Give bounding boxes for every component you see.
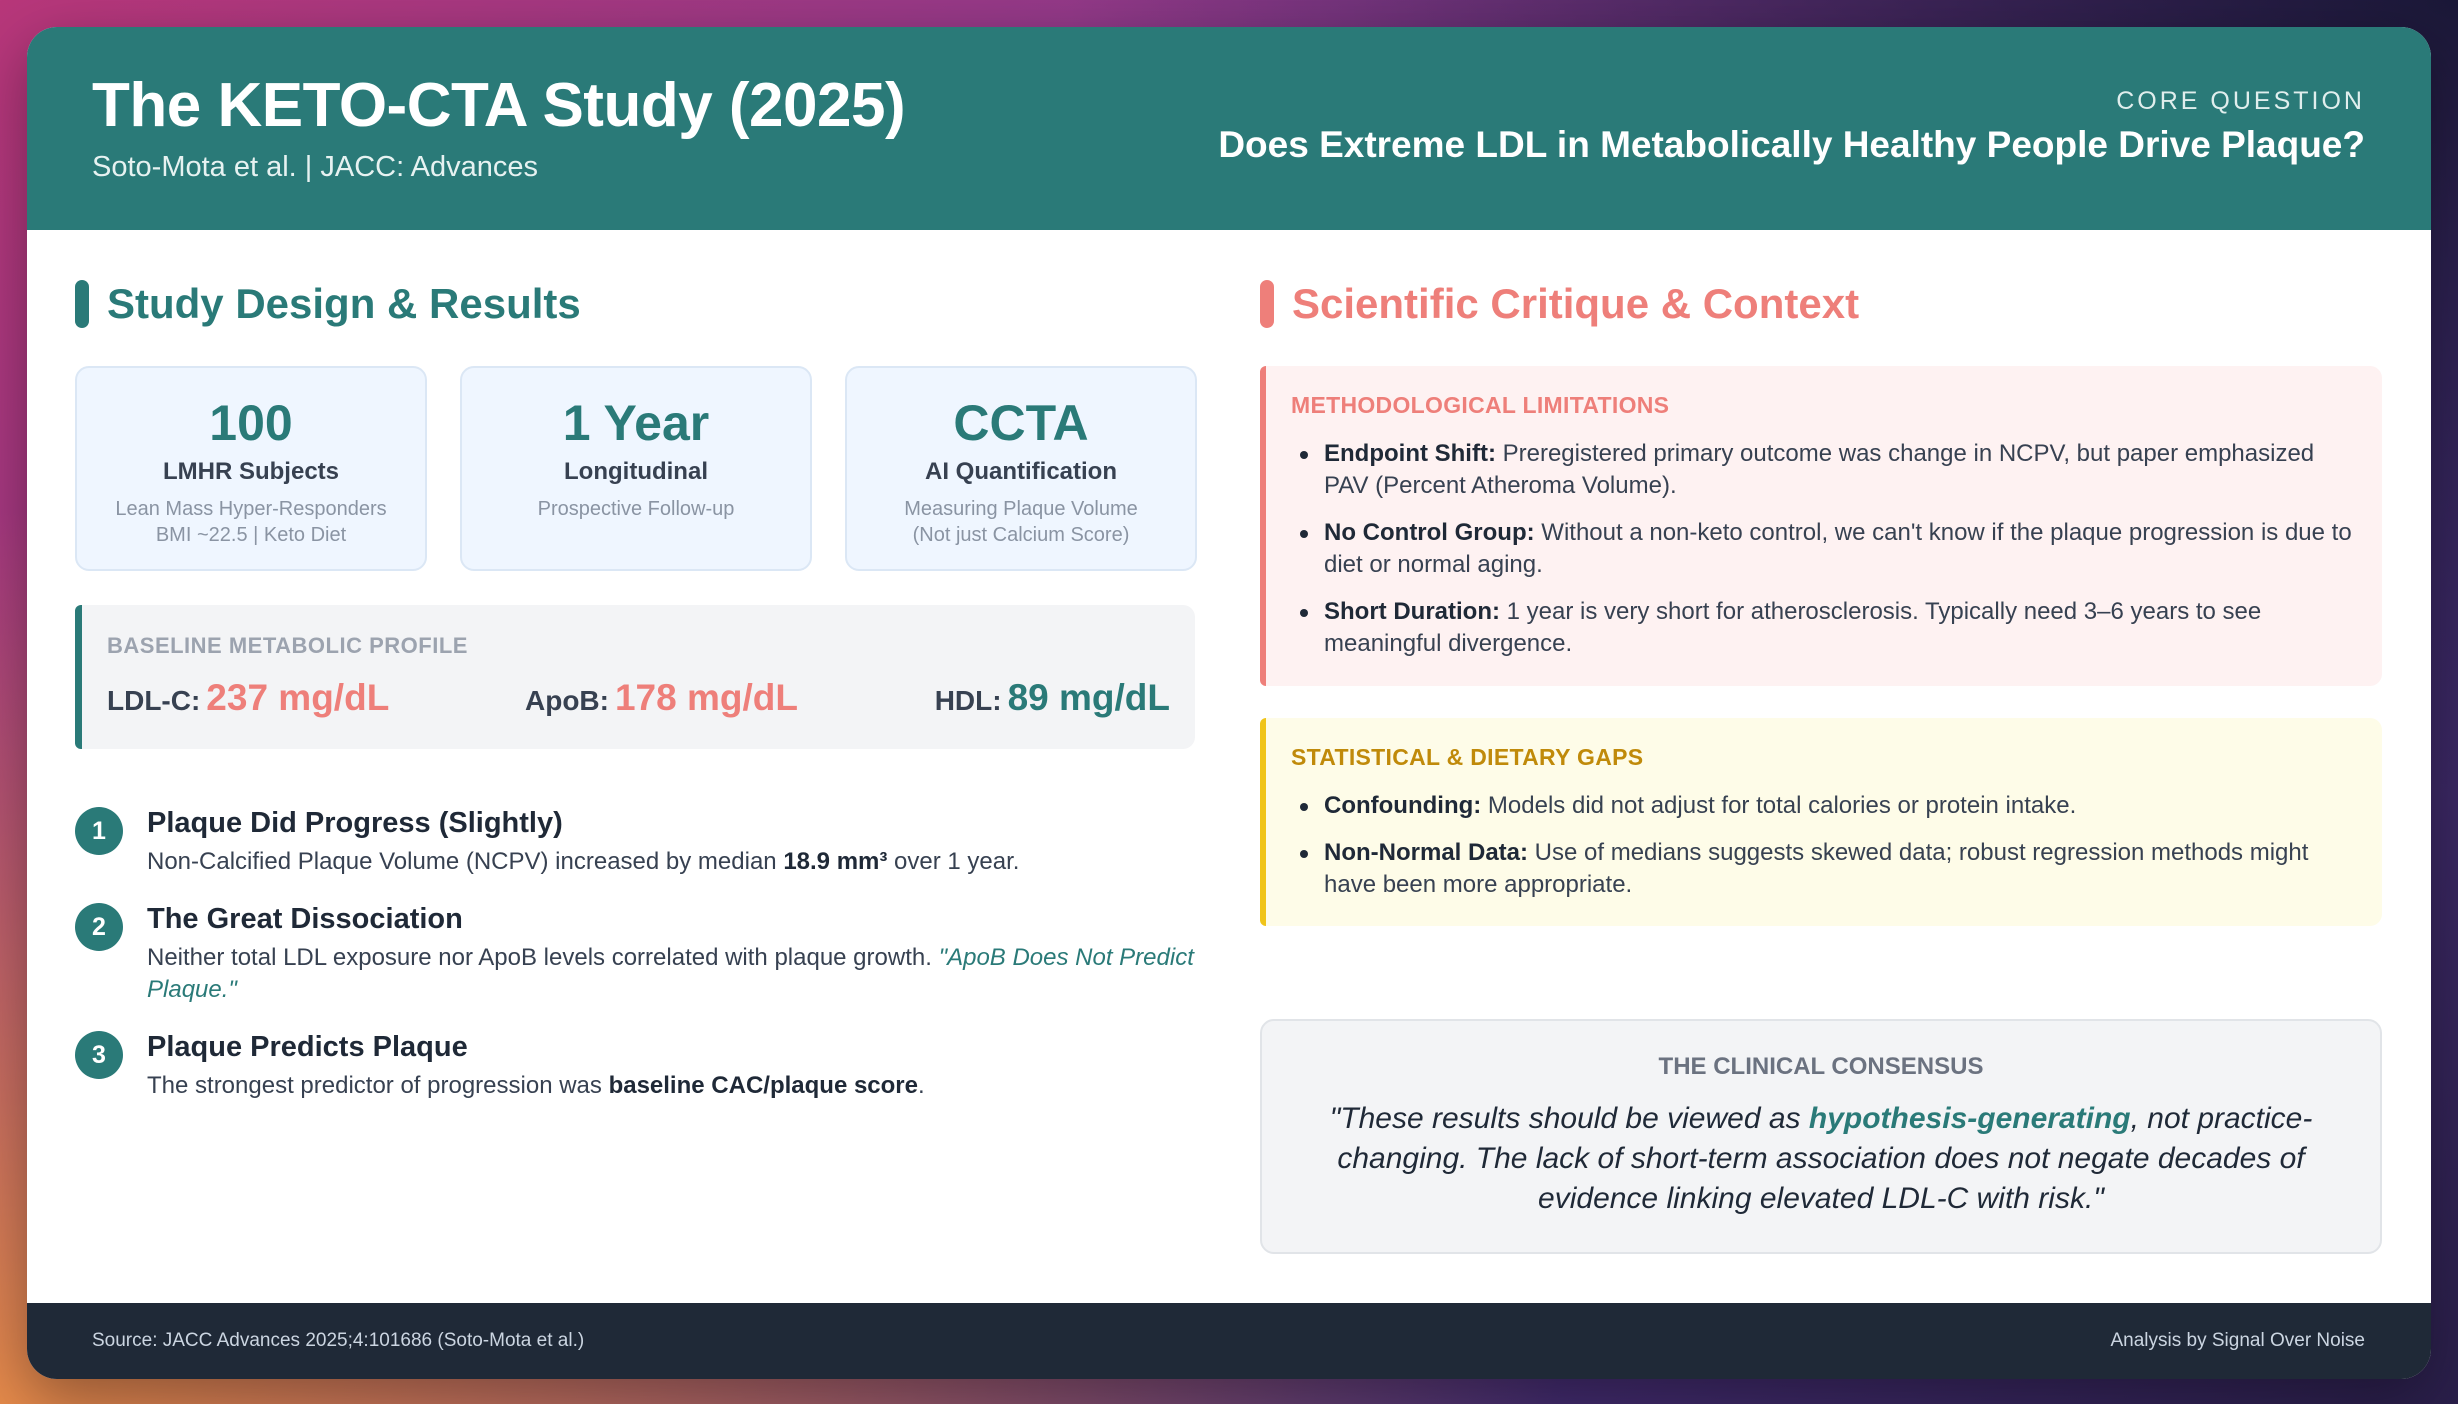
stat-description-line: (Not just Calcium Score) (912, 524, 1130, 546)
list-item: Confounding: Models did not adjust for t… (1300, 790, 2352, 822)
list-item: Non-Normal Data: Use of medians suggests… (1300, 837, 2352, 901)
stat-label: AI Quantification (925, 458, 1117, 485)
core-question-label: CORE QUESTION (2116, 87, 2365, 115)
metric-label: HDL: (934, 685, 1002, 716)
page-subtitle: Soto-Mota et al. | JACC: Advances (92, 151, 538, 183)
consensus-label: THE CLINICAL CONSENSUS (1658, 1053, 1984, 1080)
heading-accent-bar (75, 280, 89, 328)
page-title: The KETO-CTA Study (2025) (92, 71, 906, 140)
metric-value: 178 mg/dL (614, 677, 798, 718)
methodological-limitations-box: METHODOLOGICAL LIMITATIONS Endpoint Shif… (1260, 366, 2382, 686)
stat-value: 1 Year (562, 395, 710, 451)
statistical-list: Confounding: Models did not adjust for t… (1300, 790, 2352, 916)
finding-item: 3 Plaque Predicts Plaque The strongest p… (75, 1031, 1195, 1102)
footer-credit: Analysis by Signal Over Noise (2110, 1330, 2366, 1351)
statistical-label: STATISTICAL & DIETARY GAPS (1291, 744, 1644, 770)
list-item: Endpoint Shift: Preregistered primary ou… (1300, 438, 2352, 502)
finding-number-badge: 3 (75, 1031, 123, 1079)
finding-number-badge: 1 (75, 807, 123, 855)
finding-title: The Great Dissociation (147, 903, 463, 935)
heading-accent-bar (1260, 280, 1274, 328)
clinical-consensus-box: THE CLINICAL CONSENSUS "These results sh… (1260, 1019, 2382, 1254)
statistical-gaps-box: STATISTICAL & DIETARY GAPS Confounding: … (1260, 718, 2382, 926)
stat-description: Measuring Plaque Volume (Not just Calciu… (847, 496, 1195, 548)
stat-description-line: Measuring Plaque Volume (904, 498, 1138, 520)
header-banner: The KETO-CTA Study (2025) Soto-Mota et a… (27, 27, 2431, 230)
stat-label: Longitudinal (564, 458, 708, 485)
footer-bar: Source: JACC Advances 2025;4:101686 (Sot… (27, 1303, 2431, 1379)
metric-value: 89 mg/dL (1007, 677, 1170, 718)
stat-value: CCTA (953, 395, 1089, 451)
finding-text: Neither total LDL exposure nor ApoB leve… (147, 944, 1194, 1003)
stat-description: Prospective Follow-up (462, 496, 810, 522)
list-item: No Control Group: Without a non-keto con… (1300, 517, 2352, 581)
finding-text: The strongest predictor of progression w… (147, 1072, 925, 1099)
list-item: Short Duration: 1 year is very short for… (1300, 596, 2352, 660)
stat-card-subjects: 100 LMHR Subjects Lean Mass Hyper-Respon… (75, 366, 427, 571)
finding-item: 2 The Great Dissociation Neither total L… (75, 903, 1195, 1006)
finding-item: 1 Plaque Did Progress (Slightly) Non-Cal… (75, 807, 1195, 878)
finding-number-badge: 2 (75, 903, 123, 951)
stat-description-line: BMI ~22.5 | Keto Diet (155, 524, 347, 546)
baseline-profile-box: BASELINE METABOLIC PROFILE LDL-C: 237 mg/… (75, 605, 1195, 749)
study-design-title: Study Design & Results (107, 280, 581, 327)
baseline-label: BASELINE METABOLIC PROFILE (107, 633, 468, 658)
infographic-card: The KETO-CTA Study (2025) Soto-Mota et a… (27, 27, 2431, 1379)
stat-card-method: CCTA AI Quantification Measuring Plaque … (845, 366, 1197, 571)
stat-description-line: Lean Mass Hyper-Responders (115, 498, 387, 520)
stat-description-line: Prospective Follow-up (537, 498, 735, 520)
core-question-text: Does Extreme LDL in Metabolically Health… (1218, 124, 2365, 165)
consensus-quote: "These results should be viewed as hypot… (1329, 1102, 2313, 1215)
stat-description: Lean Mass Hyper-Responders BMI ~22.5 | K… (77, 496, 425, 548)
stat-card-duration: 1 Year Longitudinal Prospective Follow-u… (460, 366, 812, 571)
study-design-heading: Study Design & Results (75, 280, 581, 328)
metric-ldl: LDL-C: 237 mg/dL (107, 677, 389, 719)
methodological-label: METHODOLOGICAL LIMITATIONS (1291, 392, 1670, 418)
finding-title: Plaque Predicts Plaque (147, 1031, 468, 1063)
stat-label: LMHR Subjects (162, 458, 339, 485)
critique-heading: Scientific Critique & Context (1260, 280, 1859, 328)
finding-text: Non-Calcified Plaque Volume (NCPV) incre… (147, 848, 1020, 875)
metric-label: LDL-C: (107, 685, 201, 716)
footer-source: Source: JACC Advances 2025;4:101686 (Sot… (92, 1330, 585, 1351)
critique-title: Scientific Critique & Context (1292, 280, 1860, 327)
metric-value: 237 mg/dL (206, 677, 390, 718)
methodological-list: Endpoint Shift: Preregistered primary ou… (1300, 438, 2352, 675)
metric-apob: ApoB: 178 mg/dL (525, 677, 798, 719)
finding-title: Plaque Did Progress (Slightly) (147, 807, 563, 839)
stat-value: 100 (209, 395, 293, 451)
metric-label: ApoB: (525, 685, 609, 716)
metric-hdl: HDL: 89 mg/dL (935, 677, 1170, 719)
